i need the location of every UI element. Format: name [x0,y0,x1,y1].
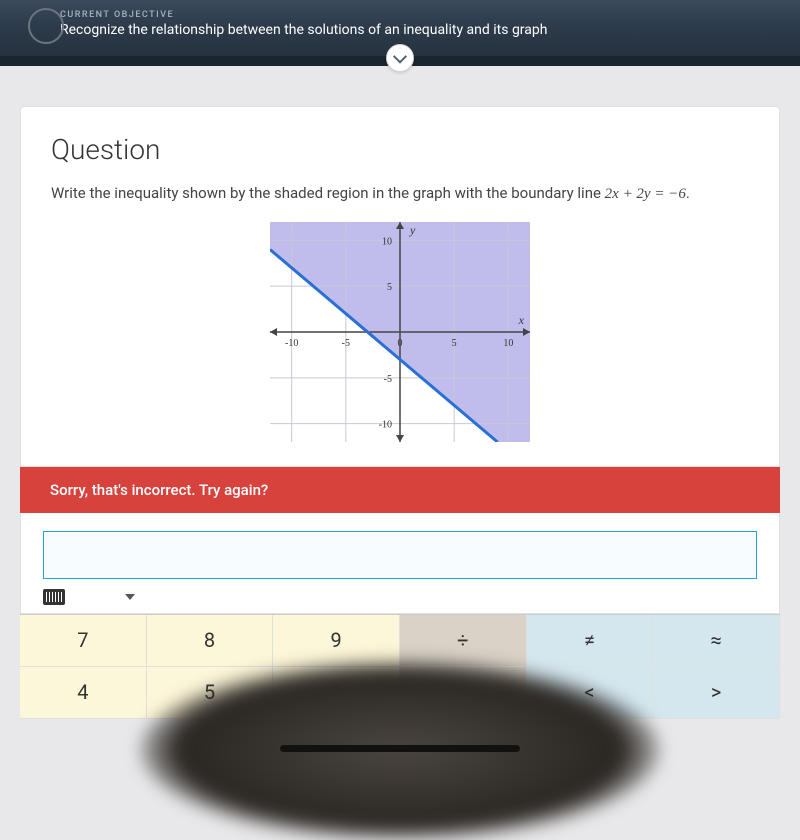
keypad-dropdown-icon[interactable] [125,594,135,600]
error-message: Sorry, that's incorrect. Try again? [50,481,268,499]
answer-input[interactable] [43,531,757,579]
svg-text:-5: -5 [342,338,350,349]
keypad-key[interactable]: 7 [20,615,147,667]
question-card: Question Write the inequality shown by t… [20,106,780,467]
inequality-graph: -10 -5 0 5 10 -10 -5 5 10 x y [270,222,530,442]
svg-text:5: 5 [387,282,392,293]
keypad-key[interactable]: ÷ [400,615,527,667]
objective-text: Recognize the relationship between the s… [60,22,547,38]
prompt-math: 2x + 2y = −6 [605,186,686,202]
home-indicator [280,745,520,752]
keypad-key[interactable]: ≈ [653,615,780,667]
svg-text:5: 5 [452,338,457,349]
keypad-key[interactable]: 4 [20,667,147,719]
prompt-text-post: . [686,184,690,202]
keypad-key[interactable]: 9 [273,615,400,667]
prompt-text-pre: Write the inequality shown by the shaded… [51,184,605,202]
keypad-key[interactable]: 8 [147,615,274,667]
keypad-key[interactable]: ≠ [527,615,654,667]
keypad-key[interactable]: > [653,667,780,719]
progress-circle [28,8,64,44]
objective-label: CURRENT OBJECTIVE [60,10,547,20]
svg-text:-10: -10 [285,338,298,349]
chevron-down-icon[interactable] [386,44,414,72]
svg-text:-5: -5 [384,373,392,384]
svg-text:10: 10 [382,236,392,247]
svg-text:10: 10 [503,338,513,349]
answer-panel [20,513,780,614]
keyboard-icon[interactable] [43,589,65,605]
error-banner: Sorry, that's incorrect. Try again? [20,467,780,513]
question-heading: Question [51,133,749,166]
svg-text:-10: -10 [379,419,392,430]
header-divider [0,56,800,66]
svg-text:0: 0 [398,338,403,349]
question-prompt: Write the inequality shown by the shaded… [51,182,749,206]
svg-text:x: x [518,313,525,327]
svg-text:y: y [409,223,416,237]
